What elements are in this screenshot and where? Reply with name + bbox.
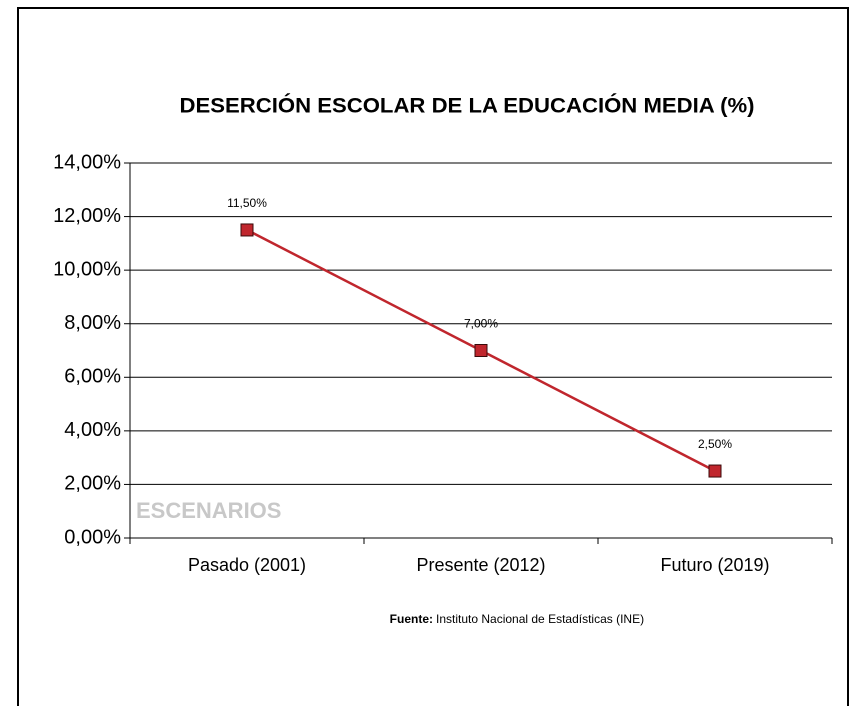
frame: [17, 7, 849, 706]
marker: [474, 344, 488, 357]
x-tick-label: Pasado (2001): [188, 555, 306, 575]
y-tick-label: 10,00%: [53, 258, 121, 280]
x-tick-label: Futuro (2019): [660, 555, 769, 575]
marker: [240, 223, 254, 237]
y-tick-label: 2,00%: [64, 473, 121, 495]
y-tick-label: 12,00%: [53, 205, 121, 227]
marker: [708, 464, 722, 478]
data-label: 7,00%: [464, 317, 498, 331]
y-tick-label: 0,00%: [64, 526, 121, 548]
data-label: 11,50%: [227, 196, 267, 210]
y-tick-label: 8,00%: [64, 312, 121, 334]
y-tick-label: 6,00%: [64, 366, 121, 388]
x-tick-label: Presente (2012): [416, 555, 545, 575]
y-tick-label: 14,00%: [53, 151, 121, 173]
source: Instituto Nacional de Estadísticas (INE): [436, 612, 644, 626]
chart-title: DESERCIÓN ESCOLAR DE LA EDUCACIÓN MEDIA …: [180, 94, 755, 118]
data-label: 2,50%: [698, 437, 732, 451]
source-label: Fuente:: [390, 612, 433, 626]
annotation: ESCENARIOS: [136, 498, 281, 523]
y-tick-label: 4,00%: [64, 419, 121, 441]
